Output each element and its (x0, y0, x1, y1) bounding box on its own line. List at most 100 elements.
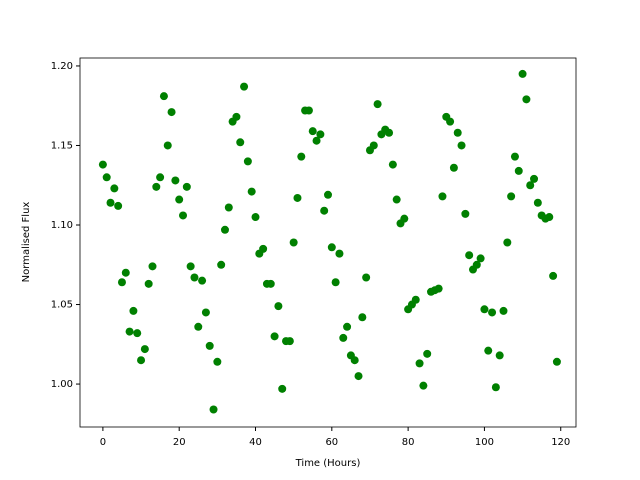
point (369, 141, 378, 150)
plot-frame (79, 57, 577, 428)
point (232, 112, 241, 121)
point (503, 238, 512, 247)
point (411, 295, 420, 304)
point (190, 273, 199, 282)
point (137, 356, 146, 365)
point (518, 69, 527, 78)
point (373, 100, 382, 109)
point (163, 141, 172, 150)
point (449, 163, 458, 172)
point (289, 238, 298, 247)
point (354, 372, 363, 381)
point (156, 173, 165, 182)
point (240, 82, 249, 91)
point (247, 187, 256, 196)
point (327, 243, 336, 252)
y-tick-label: 1.10 (51, 220, 73, 231)
point (213, 357, 222, 366)
point (526, 181, 535, 190)
point (331, 278, 340, 287)
point (159, 92, 168, 101)
point (293, 193, 302, 202)
point (121, 268, 130, 277)
point (453, 128, 462, 137)
point (98, 160, 107, 169)
point (312, 136, 321, 145)
point (117, 278, 126, 287)
x-tick-label: 80 (402, 437, 415, 448)
x-tick-label: 60 (325, 437, 338, 448)
point (434, 284, 443, 293)
point (175, 195, 184, 204)
point (148, 262, 157, 271)
y-axis-label: Normalised Flux (21, 202, 32, 283)
x-tick-label: 100 (475, 437, 494, 448)
x-tick-label: 120 (551, 437, 570, 448)
point (198, 276, 207, 285)
point (316, 130, 325, 139)
point (446, 117, 455, 126)
point (308, 127, 317, 136)
point (438, 192, 447, 201)
y-tick-label: 1.15 (51, 140, 73, 151)
point (507, 192, 516, 201)
point (186, 262, 195, 271)
point (270, 332, 279, 341)
y-tick-label: 1.05 (51, 300, 73, 311)
point (259, 244, 268, 253)
point (133, 329, 142, 338)
point (339, 333, 348, 342)
point (499, 306, 508, 315)
point (251, 213, 260, 222)
point (285, 337, 294, 346)
point (152, 182, 161, 191)
point (110, 184, 119, 193)
point (102, 173, 111, 182)
point (201, 308, 210, 317)
point (274, 302, 283, 311)
point (343, 322, 352, 331)
point (171, 176, 180, 185)
point (385, 128, 394, 137)
point (362, 273, 371, 282)
point (182, 182, 191, 191)
point (167, 108, 176, 117)
y-tick-label: 1.20 (51, 61, 73, 72)
point (266, 279, 275, 288)
point (220, 225, 229, 234)
x-tick-label: 20 (173, 437, 186, 448)
point (297, 152, 306, 161)
point (144, 279, 153, 288)
y-tick-label: 1.00 (51, 379, 73, 390)
point (530, 174, 539, 183)
point (461, 209, 470, 218)
point (243, 157, 252, 166)
point (549, 271, 558, 280)
point (415, 359, 424, 368)
x-tick-label: 0 (100, 437, 106, 448)
point (419, 381, 428, 390)
point (533, 198, 542, 207)
point (209, 405, 218, 414)
point (465, 251, 474, 260)
point (125, 327, 134, 336)
point (129, 306, 138, 315)
point (358, 313, 367, 322)
point (480, 305, 489, 314)
point (224, 203, 233, 212)
point (423, 349, 432, 358)
point (194, 322, 203, 331)
point (392, 195, 401, 204)
point (106, 198, 115, 207)
point (545, 213, 554, 222)
point (335, 249, 344, 258)
point (320, 206, 329, 215)
point (522, 95, 531, 104)
point (400, 214, 409, 223)
point (324, 190, 332, 199)
point (179, 211, 188, 220)
point (457, 141, 466, 150)
point (205, 341, 214, 350)
